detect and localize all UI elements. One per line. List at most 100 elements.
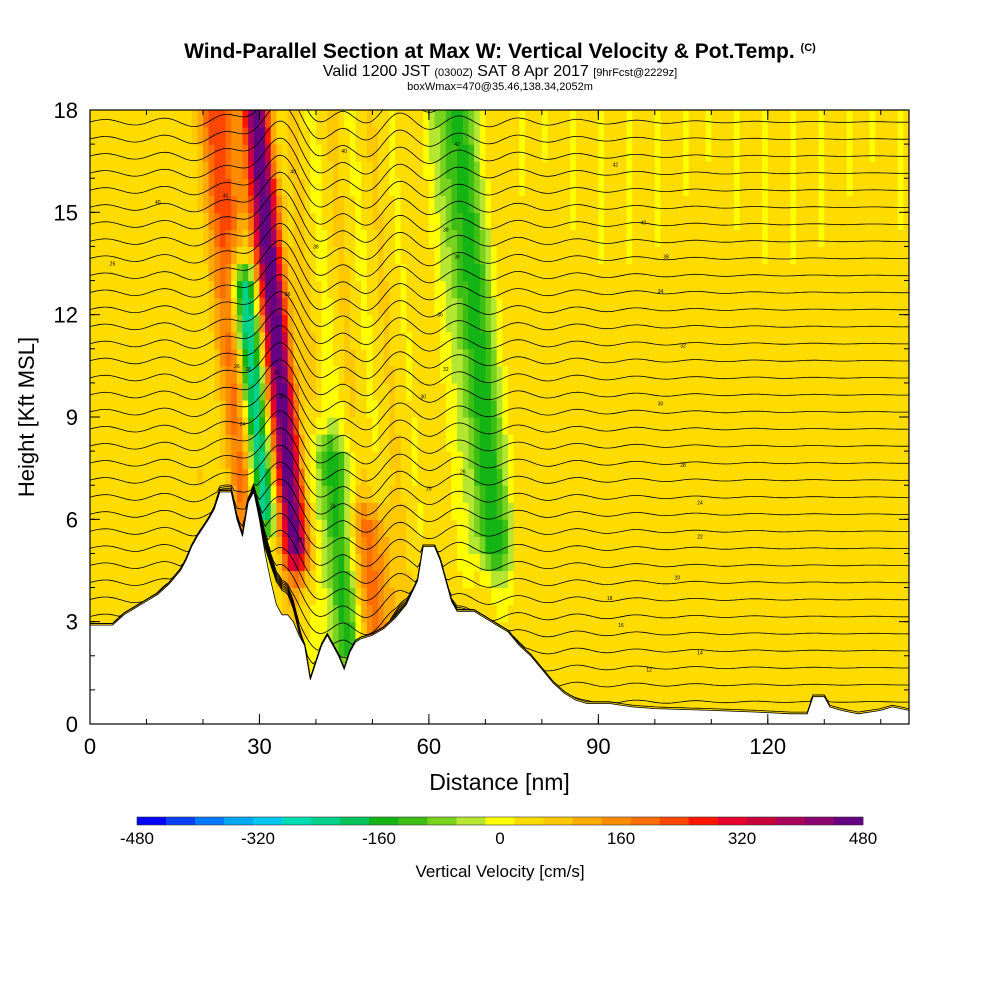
velocity-cell (112, 110, 119, 128)
velocity-cell (835, 195, 842, 213)
velocity-cell (677, 382, 684, 401)
velocity-cell (829, 331, 837, 350)
velocity-cell (519, 638, 526, 657)
velocity-cell (400, 229, 407, 248)
velocity-cell (694, 689, 701, 708)
velocity-cell (716, 655, 724, 674)
velocity-cell (383, 229, 390, 248)
velocity-cell (677, 297, 684, 316)
velocity-cell (332, 587, 340, 606)
velocity-cell (474, 144, 481, 162)
velocity-cell (118, 553, 125, 572)
velocity-cell (716, 331, 724, 350)
velocity-cell (829, 621, 837, 640)
velocity-cell (479, 110, 486, 128)
velocity-cell (750, 417, 758, 435)
velocity-cell (745, 621, 752, 640)
velocity-cell (694, 195, 701, 213)
velocity-cell (649, 502, 656, 520)
velocity-cell (609, 604, 616, 623)
velocity-cell (801, 468, 808, 486)
velocity-cell (824, 570, 831, 589)
velocity-cell (485, 144, 492, 162)
velocity-cell (603, 127, 611, 145)
velocity-cell (858, 689, 865, 708)
velocity-cell (287, 331, 294, 350)
velocity-cell (123, 161, 131, 179)
velocity-cell (767, 110, 775, 128)
velocity-cell (372, 331, 379, 350)
velocity-cell (485, 365, 492, 384)
velocity-cell (603, 110, 611, 128)
velocity-cell (779, 263, 786, 282)
velocity-cell (349, 229, 357, 248)
velocity-cell (259, 161, 266, 179)
velocity-cell (293, 263, 300, 282)
velocity-cell (807, 263, 814, 282)
velocity-cell (208, 331, 215, 350)
velocity-cell (276, 280, 283, 299)
velocity-cell (829, 314, 837, 333)
velocity-cell (784, 365, 791, 384)
velocity-cell (411, 382, 419, 401)
velocity-cell (513, 519, 520, 537)
velocity-cell (790, 348, 797, 367)
velocity-cell (332, 178, 340, 196)
velocity-cell (101, 314, 108, 333)
velocity-cell (688, 604, 695, 623)
velocity-cell (564, 587, 571, 606)
velocity-cell (282, 246, 289, 265)
velocity-cell (801, 638, 808, 657)
velocity-cell (660, 246, 667, 265)
velocity-cell (315, 144, 323, 162)
velocity-cell (570, 127, 577, 145)
velocity-cell (835, 536, 842, 555)
velocity-cell (541, 621, 549, 640)
velocity-cell (547, 178, 554, 196)
velocity-cell (558, 280, 566, 299)
velocity-cell (355, 519, 362, 537)
velocity-cell (242, 263, 249, 282)
velocity-cell (186, 399, 193, 418)
velocity-cell (174, 263, 181, 282)
velocity-cell (202, 212, 210, 230)
velocity-cell (581, 110, 588, 128)
velocity-cell (750, 502, 758, 520)
velocity-cell (378, 212, 385, 230)
velocity-cell (818, 434, 825, 452)
velocity-cell (270, 451, 277, 469)
velocity-cell (389, 331, 396, 350)
velocity-cell (502, 229, 509, 248)
velocity-cell (728, 110, 735, 128)
velocity-cell (767, 212, 775, 230)
velocity-cell (829, 485, 837, 503)
velocity-cell (474, 212, 481, 230)
velocity-cell (451, 570, 458, 589)
velocity-cell (677, 672, 684, 691)
velocity-cell (654, 587, 662, 606)
velocity-cell (553, 399, 560, 418)
velocity-cell (773, 604, 780, 623)
velocity-cell (202, 365, 210, 384)
velocity-cell (496, 348, 503, 367)
velocity-cell (327, 468, 334, 486)
velocity-cell (705, 348, 712, 367)
velocity-cell (683, 689, 690, 708)
velocity-cell (722, 110, 729, 128)
velocity-cell (801, 417, 808, 435)
velocity-cell (700, 604, 707, 623)
velocity-cell (253, 365, 261, 384)
velocity-cell (700, 365, 707, 384)
velocity-cell (197, 229, 204, 248)
velocity-cell (434, 434, 441, 452)
velocity-cell (547, 314, 554, 333)
velocity-cell (660, 314, 667, 333)
velocity-cell (524, 263, 532, 282)
velocity-cell (846, 587, 854, 606)
velocity-cell (694, 553, 701, 572)
velocity-cell (502, 536, 509, 555)
velocity-cell (812, 127, 820, 145)
velocity-cell (411, 314, 419, 333)
velocity-cell (118, 485, 125, 503)
velocity-cell (790, 655, 797, 674)
